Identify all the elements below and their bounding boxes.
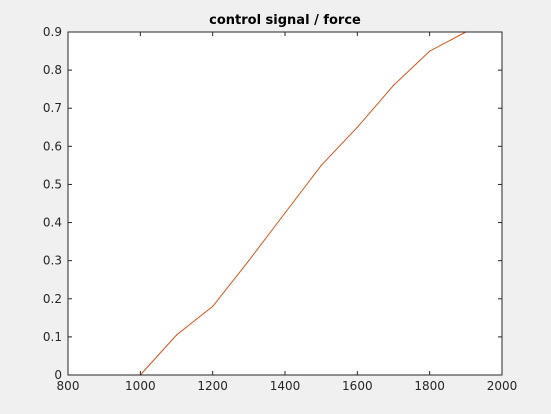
y-tick-label: 0.1 [43, 330, 62, 344]
y-tick-label: 0.8 [43, 63, 62, 77]
x-tick-label: 1400 [270, 379, 301, 393]
series-line [139, 31, 467, 376]
y-tick-label: 0.5 [43, 177, 62, 191]
x-tick-label: 1800 [414, 379, 445, 393]
data-point [212, 305, 214, 307]
data-point [356, 126, 358, 128]
data-point [429, 50, 431, 52]
x-tick-label: 2000 [487, 379, 518, 393]
y-tick-label: 0.9 [43, 25, 62, 39]
x-tick-label: 800 [57, 379, 80, 393]
data-point [392, 84, 395, 86]
y-tick-label: 0.2 [43, 292, 62, 306]
data-point [320, 164, 322, 166]
y-tick-label: 0.3 [43, 254, 62, 268]
tick-layer: 800 1000 1200 1400 1600 1800 2000 0 0.1 0.2 0.3 0.4… [43, 25, 517, 393]
chart-title: control signal / force [209, 13, 361, 28]
data-point [284, 212, 286, 214]
y-tick-label: 0.6 [43, 139, 62, 153]
plot-area [68, 32, 502, 375]
y-tick-label: 0.4 [43, 216, 62, 230]
x-tick-label: 1200 [197, 379, 228, 393]
x-tick-label: 1600 [342, 379, 373, 393]
data-point [248, 260, 250, 262]
x-tick-label: 1000 [125, 379, 156, 393]
y-tick-label: 0.7 [43, 101, 62, 115]
data-point [175, 334, 178, 336]
y-tick-label: 0 [54, 368, 62, 382]
